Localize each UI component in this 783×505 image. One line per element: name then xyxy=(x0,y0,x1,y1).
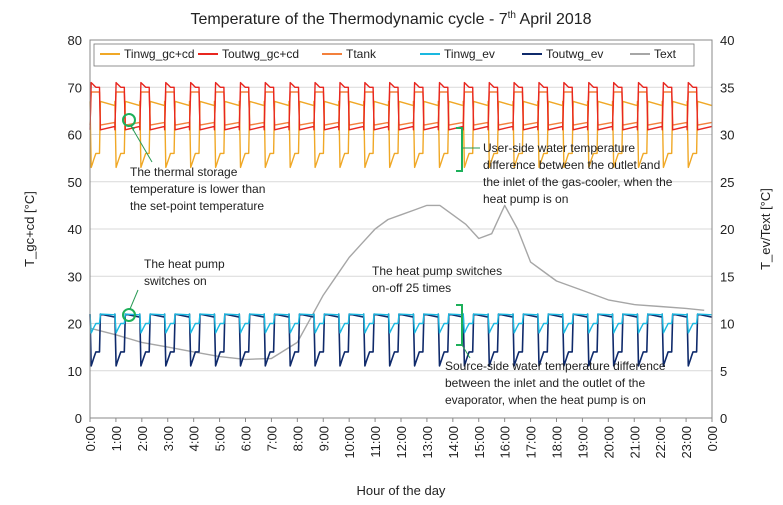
y-axis-label-right: T_ev/Text [°C] xyxy=(758,188,773,270)
x-tick-label: 20:00 xyxy=(601,426,616,459)
legend-label: Tinwg_gc+cd xyxy=(124,47,195,61)
y-tick-right: 25 xyxy=(720,175,734,190)
y-axis-label-left: T_gc+cd [°C] xyxy=(22,191,37,267)
x-tick-label: 23:00 xyxy=(679,426,694,459)
chart-title-tail: April 2018 xyxy=(516,11,592,28)
series-line-Text xyxy=(89,204,705,361)
x-tick-label: 2:00 xyxy=(135,426,150,451)
x-tick-label: 8:00 xyxy=(290,426,305,451)
y-tick-right: 35 xyxy=(720,80,734,95)
y-ticks-right: 0 5 10 15 20 25 30 35 40 xyxy=(720,33,734,426)
y-tick-left: 60 xyxy=(68,128,82,143)
x-tick-label: 22:00 xyxy=(653,426,668,459)
y-tick-right: 5 xyxy=(720,364,727,379)
x-tick-label: 13:00 xyxy=(420,426,435,459)
annotation-line: Source-side water temperature difference xyxy=(445,359,666,373)
y-tick-left: 70 xyxy=(68,80,82,95)
x-tick-label: 10:00 xyxy=(342,426,357,459)
annotation-line: on-off 25 times xyxy=(372,281,451,295)
x-tick-label: 7:00 xyxy=(264,426,279,451)
annotation-arrow-5 xyxy=(461,344,471,359)
annotation-line: heat pump is on xyxy=(483,192,568,206)
y-tick-left: 50 xyxy=(68,175,82,190)
plot-frame xyxy=(89,39,713,419)
x-tick-label: 0:00 xyxy=(83,426,98,451)
y-tick-right: 15 xyxy=(720,269,734,284)
legend-label: Tinwg_ev xyxy=(444,47,495,61)
y-tick-right: 40 xyxy=(720,33,734,48)
chart-title-main: Temperature of the Thermodynamic cycle -… xyxy=(190,11,507,28)
y-tick-left: 40 xyxy=(68,222,82,237)
x-tick-label: 1:00 xyxy=(109,426,124,451)
x-tick-label: 16:00 xyxy=(498,426,513,459)
annotation-arrow-1 xyxy=(130,125,153,163)
x-tick-label: 17:00 xyxy=(524,426,539,459)
x-tick-label: 5:00 xyxy=(213,426,228,451)
y-ticks-left: 0 10 20 30 40 50 60 70 80 xyxy=(68,33,82,426)
y-tick-left: 0 xyxy=(75,411,82,426)
annotation-marker-circle-3 xyxy=(122,308,136,322)
annotations: The thermal storage temperature is lower … xyxy=(122,113,673,407)
series-line-Toutwg_gc+cd xyxy=(89,81,713,131)
annotation-user-side: User-side water temperature difference be… xyxy=(483,141,673,206)
y-tick-right: 20 xyxy=(720,222,734,237)
annotation-arrow-3 xyxy=(129,289,139,310)
annotation-bracket-2 xyxy=(456,127,463,172)
annotation-line: temperature is lower than xyxy=(130,182,265,196)
x-tick-label: 11:00 xyxy=(368,426,383,458)
series-layer xyxy=(89,81,713,367)
y-tick-left: 30 xyxy=(68,269,82,284)
series-line-Tinwg_ev xyxy=(89,313,713,334)
legend-label: Ttank xyxy=(346,47,377,61)
annotation-arrowhead-1 xyxy=(131,126,135,131)
annotation-heat-pump-on: The heat pump switches on xyxy=(144,257,225,288)
chart-title: Temperature of the Thermodynamic cycle -… xyxy=(190,10,591,28)
x-tick-label: 9:00 xyxy=(316,426,331,451)
annotation-line: User-side water temperature xyxy=(483,141,635,155)
legend-label: Text xyxy=(654,47,677,61)
annotation-line: the set-point temperature xyxy=(130,199,264,213)
x-tick-label: 3:00 xyxy=(161,426,176,451)
annotation-thermal-storage: The thermal storage temperature is lower … xyxy=(130,165,265,213)
legend-box xyxy=(93,43,695,67)
legend-items: Tinwg_gc+cd Toutwg_gc+cd Ttank Tinwg_ev Tout… xyxy=(100,47,677,61)
annotation-line: The thermal storage xyxy=(130,165,238,179)
legend-label: Toutwg_ev xyxy=(546,47,603,61)
annotation-marker-circle-1 xyxy=(122,113,136,127)
x-tick-label: 0:00 xyxy=(705,426,720,451)
y-tick-left: 10 xyxy=(68,364,82,379)
annotation-line: the inlet of the gas-cooler, when the xyxy=(483,175,673,189)
annotation-line: evaporator, when the heat pump is on xyxy=(445,393,646,407)
x-tick-label: 18:00 xyxy=(550,426,565,459)
x-ticks: 0:00 1:00 2:00 3:00 4:00 5:00 6:00 7:00 8:00 9:00… xyxy=(83,418,720,459)
annotation-bracket-5 xyxy=(456,304,463,346)
series-line-Tinwg_gc+cd xyxy=(89,100,713,169)
annotation-line: The heat pump switches xyxy=(372,264,502,278)
annotation-line: difference between the outlet and xyxy=(483,158,660,172)
y-tick-right: 0 xyxy=(720,411,727,426)
y-tick-right: 10 xyxy=(720,317,734,332)
x-tick-label: 15:00 xyxy=(472,426,487,459)
x-tick-label: 4:00 xyxy=(187,426,202,451)
x-tick-label: 12:00 xyxy=(394,426,409,459)
annotation-line: switches on xyxy=(144,274,207,288)
chart-title-sup: th xyxy=(508,10,516,21)
x-tick-label: 19:00 xyxy=(575,426,590,459)
annotation-line: between the inlet and the outlet of the xyxy=(445,376,645,390)
y-tick-right: 30 xyxy=(720,128,734,143)
series-line-Toutwg_ev xyxy=(89,313,713,367)
annotation-line: The heat pump xyxy=(144,257,225,271)
x-tick-label: 14:00 xyxy=(446,426,461,459)
legend-label: Toutwg_gc+cd xyxy=(222,47,299,61)
legend: Tinwg_gc+cd Toutwg_gc+cd Ttank Tinwg_ev Tout… xyxy=(93,43,695,67)
y-tick-left: 80 xyxy=(68,33,82,48)
annotation-source-side: Source-side water temperature difference… xyxy=(445,359,666,407)
y-tick-left: 20 xyxy=(68,317,82,332)
x-axis-label: Hour of the day xyxy=(357,483,446,498)
x-tick-label: 6:00 xyxy=(239,426,254,451)
x-tick-label: 21:00 xyxy=(627,426,642,459)
annotation-switches-25: The heat pump switches on-off 25 times xyxy=(372,264,502,295)
series-line-Ttank xyxy=(89,91,713,126)
